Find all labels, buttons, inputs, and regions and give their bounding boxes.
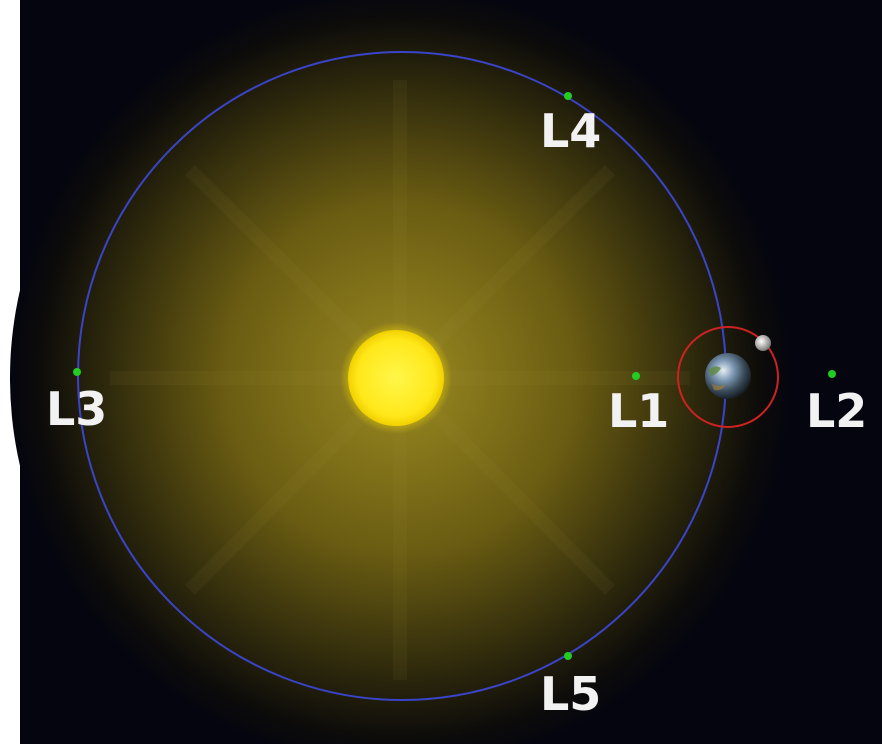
l5-label: L5 (540, 667, 601, 721)
l1-point (632, 372, 640, 380)
moon-orbit (677, 326, 779, 428)
sun (348, 330, 444, 426)
l3-point (73, 368, 81, 376)
l4-label: L4 (540, 104, 601, 158)
l1-label: L1 (608, 384, 669, 438)
l5-point (564, 652, 572, 660)
l2-label: L2 (806, 384, 867, 438)
moon (755, 335, 771, 351)
l4-point (564, 92, 572, 100)
l3-label: L3 (46, 382, 107, 436)
l2-point (828, 370, 836, 378)
earth (705, 353, 751, 399)
